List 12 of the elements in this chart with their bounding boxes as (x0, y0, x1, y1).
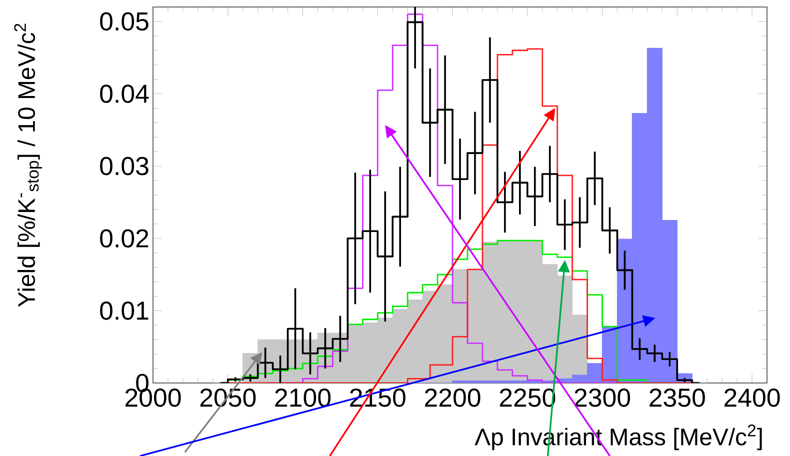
y-tick-label: 0.02 (100, 229, 148, 248)
x-tick-label: 2350 (650, 388, 705, 407)
y-tick-label: 0.01 (100, 302, 148, 320)
x-tick-label: 2100 (275, 388, 331, 407)
x-tick-label: 2200 (425, 388, 480, 407)
x-tick-label: 2300 (574, 388, 630, 407)
y-tick-label: 0.03 (100, 156, 148, 176)
y-tick-label: 0.05 (100, 12, 148, 31)
y-tick-label: 0.04 (100, 84, 149, 103)
x-tick-label: 2400 (724, 388, 780, 407)
x-tick-label: 2050 (200, 388, 256, 407)
y-axis-title: Yield [%/K$^{-}$$_{stop}$] / 10 MeV/c$^{2}$ (14, 24, 42, 307)
